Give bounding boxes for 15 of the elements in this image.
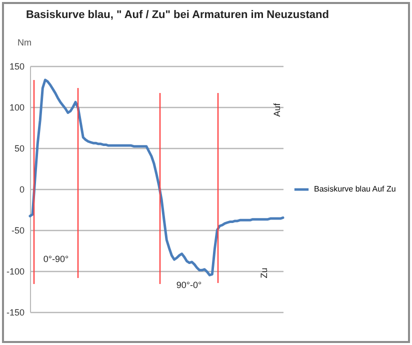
annotation: Auf — [272, 102, 282, 117]
y-tick-label: -150 — [6, 308, 24, 318]
annotation: 90°-0° — [176, 280, 202, 290]
chart-title: Basiskurve blau, " Auf / Zu" bei Armaturen im Neuzustand — [26, 9, 329, 21]
y-tick-label: -50 — [11, 226, 24, 236]
y-axis-title: Nm — [18, 38, 32, 48]
y-tick-label: 150 — [9, 62, 24, 72]
legend-label: Basiskurve blau Auf Zu — [314, 184, 396, 194]
y-tick-label: 100 — [9, 102, 24, 112]
y-tick-label: 50 — [14, 144, 24, 154]
annotation: 0°-90° — [43, 254, 70, 264]
line-series — [28, 78, 284, 276]
y-tick-label: 0 — [19, 184, 24, 194]
y-tick-label: -100 — [6, 266, 24, 276]
annotation: Zu — [259, 268, 269, 278]
